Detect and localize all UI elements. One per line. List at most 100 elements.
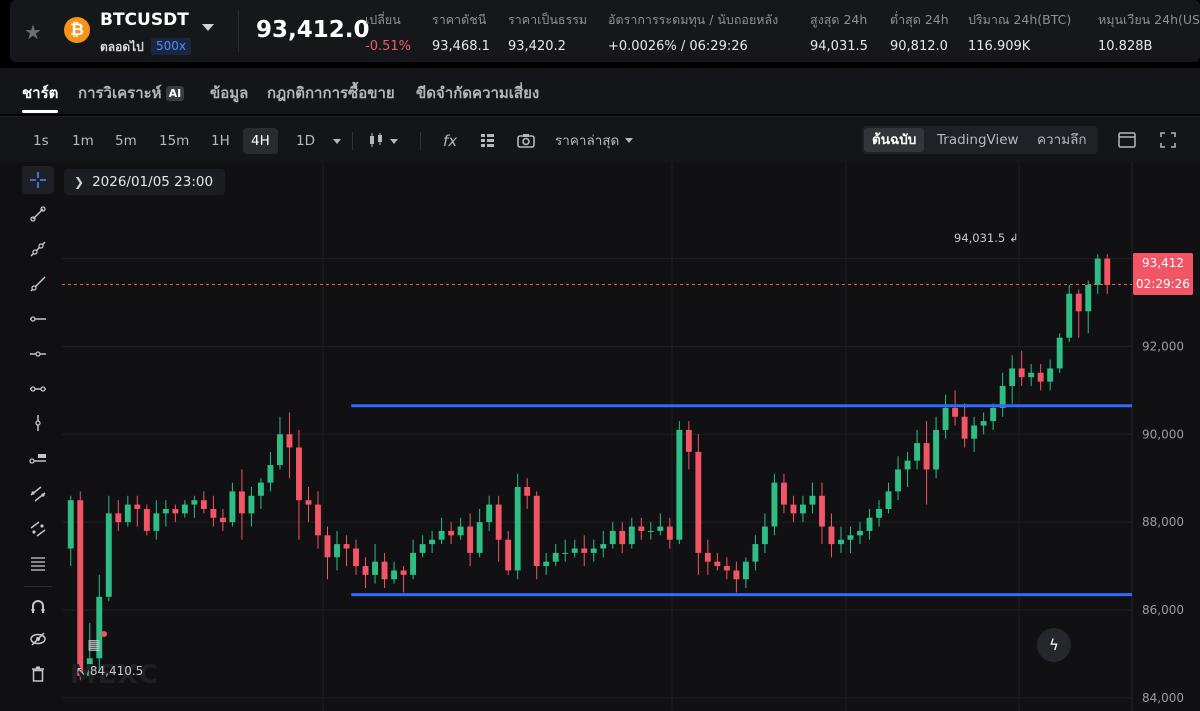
calendar-icon[interactable]: ▦ (87, 637, 101, 653)
crosshair-icon[interactable] (22, 166, 54, 194)
view-depth[interactable]: ความลึก (1037, 132, 1087, 148)
tab-risk-limit[interactable]: ขีดจำกัดความเสี่ยง (416, 84, 540, 102)
candle-body (86, 658, 93, 676)
symbol-dropdown-icon[interactable] (202, 24, 214, 31)
tab-chart[interactable]: ชาร์ต (22, 84, 59, 102)
candle-body (419, 544, 426, 553)
candle-body (486, 504, 493, 523)
timeframe-1m[interactable]: 1m (72, 133, 94, 149)
hide-drawings-icon[interactable] (22, 625, 54, 653)
candle-body (780, 482, 787, 505)
chart-area[interactable]: ❯ 2026/01/05 23:00 84,000 86,000 88,000 90,0… (0, 162, 1200, 711)
candle-body (210, 508, 217, 518)
candle-body (277, 434, 283, 466)
symbol-name[interactable]: BTCUSDT (100, 10, 189, 30)
extended-line-icon[interactable] (22, 270, 54, 298)
timeframe-1s[interactable]: 1s (33, 133, 49, 149)
stat-value: 90,812.0 (890, 39, 948, 54)
trend-line-icon[interactable] (22, 200, 54, 228)
ray-line-icon[interactable] (22, 235, 54, 263)
candle-body (476, 522, 483, 553)
candle-type-button[interactable] (368, 129, 398, 153)
candle-body (1037, 372, 1044, 382)
candle-body (838, 539, 844, 545)
panel-layout-icon[interactable] (1118, 129, 1136, 153)
tab-info[interactable]: ข้อมูล (210, 84, 249, 102)
stat-funding-rate[interactable]: อัตราการระดมทุน / นับถอยหลัง +0.0026% / … (608, 10, 778, 54)
stat-value: 94,031.5 (810, 39, 868, 54)
stat-label: เปลี่ยน (365, 12, 401, 27)
view-original[interactable]: ต้นฉบับ (864, 128, 925, 152)
candle-body (857, 530, 863, 536)
candle-body (191, 500, 198, 505)
candle-body (457, 526, 464, 536)
stat-label: สูงสุด 24h (810, 12, 868, 27)
stat-value: 93,420.2 (508, 39, 566, 54)
timeframe-1h[interactable]: 1H (211, 133, 230, 149)
timeframe-5m[interactable]: 5m (115, 133, 137, 149)
candle-body (1056, 337, 1063, 369)
horizontal-line-icon[interactable] (22, 340, 54, 368)
favorite-star-icon[interactable]: ★ (24, 20, 42, 44)
candle-body (381, 561, 388, 580)
horizontal-segment-icon[interactable] (22, 375, 54, 403)
leverage-badge[interactable]: 500x (151, 38, 192, 55)
candle-body (628, 526, 635, 545)
divider (24, 586, 52, 587)
candle-body (353, 548, 359, 567)
candle-body (1009, 368, 1016, 386)
price-source-dropdown[interactable]: ราคาล่าสุด (555, 129, 634, 153)
more-timeframes-dropdown[interactable] (327, 129, 341, 153)
candle-body (714, 561, 721, 567)
current-price-tag: 93,412 (1133, 253, 1193, 273)
layout-grid-icon[interactable] (480, 129, 495, 153)
candle-body (543, 561, 550, 567)
y-tick-label: 84,000 (1142, 691, 1184, 705)
cursor-date-pill[interactable]: ❯ 2026/01/05 23:00 (64, 169, 226, 195)
candle-body (828, 526, 835, 545)
fullscreen-icon[interactable] (1160, 129, 1176, 153)
candle-body (162, 508, 169, 514)
chart-toolbar: 1s 1m 5m 15m 1H 4H 1D fx ราคาล่าสุด ต้นฉ… (0, 116, 1200, 162)
timeframe-15m[interactable]: 15m (159, 133, 190, 149)
tab-trading-rules[interactable]: กฎกติกาการซื้อขาย (267, 84, 395, 102)
candle-body (467, 526, 474, 553)
candle-body (305, 500, 312, 505)
candle-body (1075, 293, 1082, 312)
high-annotation: 94,031.5 ↲ (954, 231, 1019, 245)
candle-body (448, 530, 455, 536)
chevron-down-icon (390, 139, 398, 144)
divider (238, 10, 239, 52)
countdown-tag: 02:29:26 (1133, 273, 1193, 295)
magnet-icon[interactable] (22, 592, 54, 620)
candle-body (876, 508, 882, 518)
camera-icon[interactable] (517, 129, 535, 153)
disjoint-channel-icon[interactable] (22, 515, 54, 543)
parallel-channel-icon[interactable] (22, 480, 54, 508)
candle-body (571, 548, 578, 553)
candle-body (96, 596, 103, 659)
timeframe-1d[interactable]: 1D (296, 133, 315, 149)
vertical-line-icon[interactable] (22, 410, 54, 438)
stat-value: +0.0026% / 06:29:26 (608, 39, 748, 54)
candle-body (685, 429, 692, 452)
timeframe-4h[interactable]: 4H (243, 128, 278, 154)
candle-body (429, 539, 436, 545)
candle-body (895, 469, 901, 492)
lightning-icon[interactable]: ϟ (1037, 628, 1071, 662)
horizontal-ray-icon[interactable] (22, 305, 54, 333)
stat-label: ราคาเป็นธรรม (508, 12, 588, 27)
price-line-icon[interactable] (22, 445, 54, 473)
tab-analysis[interactable]: การวิเคราะห์ AI (78, 81, 185, 105)
candlestick-icon (370, 133, 382, 147)
candle-body (324, 535, 331, 558)
candle-body (248, 495, 255, 514)
stat-label: ราคาดัชนี (432, 12, 487, 27)
candle-body (1018, 368, 1025, 378)
indicators-fx-icon[interactable]: fx (443, 132, 458, 150)
trash-icon[interactable] (22, 660, 54, 688)
fibonacci-icon[interactable] (22, 550, 54, 578)
bitcoin-icon: ₿ (64, 17, 90, 43)
view-tradingview[interactable]: TradingView (937, 132, 1019, 148)
